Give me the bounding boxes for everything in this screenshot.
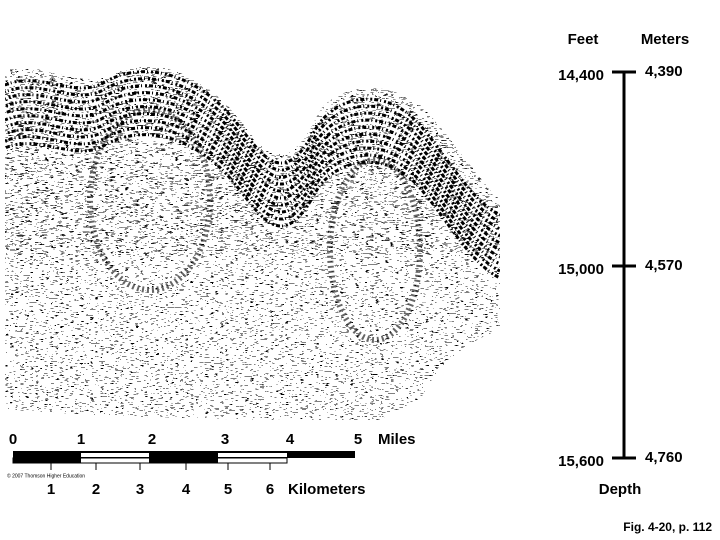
miles-label: 4 xyxy=(286,431,295,448)
depth-feet: 15,600 xyxy=(558,453,604,470)
scale-bar xyxy=(12,451,355,464)
seismic-image xyxy=(5,66,500,420)
depth-meters: 4,570 xyxy=(645,257,683,274)
depth-header: Feet xyxy=(568,31,599,48)
km-label: 6 xyxy=(266,481,274,498)
depth-meters: 4,390 xyxy=(645,63,683,80)
miles-label: 0 xyxy=(9,431,17,448)
depth-header: Meters xyxy=(641,31,689,48)
depth-meters: 4,760 xyxy=(645,449,683,466)
kilometers-unit: Kilometers xyxy=(288,481,366,498)
km-label: 3 xyxy=(136,481,144,498)
km-label: 1 xyxy=(47,481,55,498)
depth-feet: 14,400 xyxy=(558,67,604,84)
caption: Fig. 4-20, p. 112 xyxy=(623,520,712,534)
miles-label: 5 xyxy=(354,431,362,448)
km-label: 4 xyxy=(182,481,191,498)
miles-label: 1 xyxy=(77,431,85,448)
depth-label: Depth xyxy=(599,481,642,498)
miles-label: 2 xyxy=(148,431,156,448)
km-label: 5 xyxy=(224,481,232,498)
km-label: 2 xyxy=(92,481,100,498)
depth-feet: 15,000 xyxy=(558,261,604,278)
miles-unit: Miles xyxy=(378,431,416,448)
miles-label: 3 xyxy=(221,431,229,448)
copyright: © 2007 Thomson Higher Education xyxy=(7,472,85,479)
